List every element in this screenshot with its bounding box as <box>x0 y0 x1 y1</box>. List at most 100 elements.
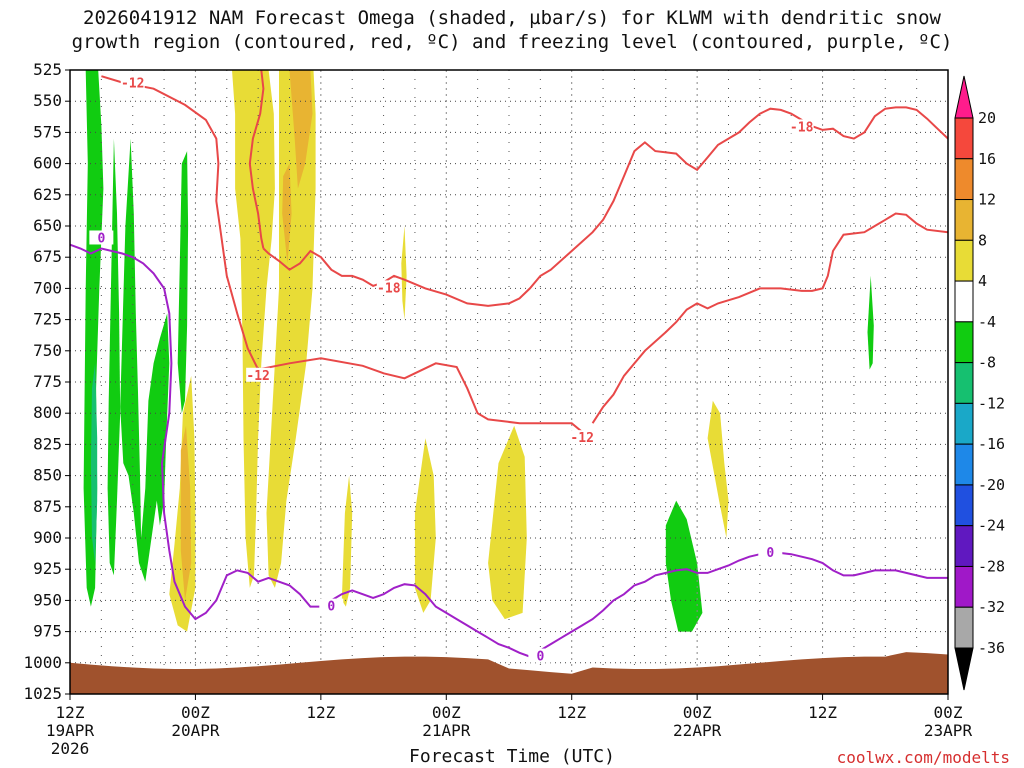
x-tick-label-top-12: 00Z <box>181 703 210 722</box>
y-tick-label-750: 750 <box>33 341 62 360</box>
chart-title: 2026041912 NAM Forecast Omega (shaded, µ… <box>0 6 1024 54</box>
omega-region-1 <box>107 138 121 576</box>
contour-line-2 <box>262 106 948 307</box>
contour-label-2-0: -18 <box>377 281 401 296</box>
contour-label-bg-2-0 <box>376 280 401 295</box>
omega-region-14 <box>707 400 729 538</box>
colorbar-band-5 <box>954 321 974 364</box>
omega-shading <box>83 70 874 632</box>
contours: -12 -12 -12 -18 -18 0 0 0 0 <box>70 70 948 665</box>
contour-label-0-2: -12 <box>570 431 593 446</box>
surface-ground <box>70 652 948 694</box>
x-tick-label-top-24: 12Z <box>306 703 335 722</box>
colorbar-label-10: -24 <box>978 517 1005 535</box>
grid <box>70 69 948 695</box>
omega-region-13 <box>488 425 527 620</box>
colorbar-label-2: 12 <box>978 191 996 209</box>
contour-label-4-2: 0 <box>536 650 544 665</box>
colorbar-band-4 <box>954 280 974 323</box>
y-tick-label-825: 825 <box>33 434 62 453</box>
colorbar-label-11: -28 <box>978 557 1005 575</box>
omega-region-0 <box>83 70 104 607</box>
contour-label-0-1: -12 <box>246 369 269 384</box>
y-tick-label-925: 925 <box>33 559 62 578</box>
y-tick-label-875: 875 <box>33 497 62 516</box>
omega-region-10 <box>341 475 353 607</box>
colorbar-label-3: 8 <box>978 231 987 249</box>
y-tick-label-575: 575 <box>33 122 62 141</box>
omega-region-11 <box>401 226 407 320</box>
contour-label-4-0: 0 <box>97 231 105 246</box>
y-tick-label-725: 725 <box>33 310 62 329</box>
contour-label-4-3: 0 <box>766 546 774 561</box>
y-tick-label-1000: 1000 <box>23 653 62 672</box>
contour-label-bg-4-3 <box>758 544 783 559</box>
omega-region-16 <box>282 163 292 264</box>
contour-label-bg-2-1 <box>789 119 814 134</box>
omega-region-2 <box>120 138 170 582</box>
colorbar-label-9: -20 <box>978 476 1005 494</box>
contour-label-4-1: 0 <box>327 600 335 615</box>
y-tick-label-1025: 1025 <box>23 684 62 703</box>
colorbar-label-6: -8 <box>978 354 996 372</box>
colorbar-bottom-arrow <box>954 647 974 691</box>
colorbar-band-3 <box>954 239 974 282</box>
colorbar-label-5: -4 <box>978 313 996 331</box>
x-tick-label-mid-12: 20APR <box>171 721 220 740</box>
y-tick-label-600: 600 <box>33 154 62 173</box>
colorbar-label-7: -12 <box>978 394 1005 412</box>
x-tick-label-top-72: 12Z <box>808 703 837 722</box>
contour-line-0 <box>101 75 594 440</box>
colorbar-band-1 <box>954 158 974 201</box>
colorbar-band-8 <box>954 443 974 486</box>
colorbar-label-0: 20 <box>978 109 996 127</box>
title-line-1: 2026041912 NAM Forecast Omega (shaded, µ… <box>83 7 941 29</box>
colorbar-band-11 <box>954 565 974 608</box>
y-tick-label-525: 525 <box>33 60 62 79</box>
x-tick-label-top-36: 00Z <box>432 703 461 722</box>
colorbar-band-10 <box>954 525 974 567</box>
contour-label-bg-0-0 <box>120 75 145 90</box>
contour-label-0-0: -12 <box>121 77 144 92</box>
contour-label-bg-4-2 <box>528 648 553 663</box>
omega-region-7 <box>232 70 275 588</box>
omega-region-5 <box>867 275 874 370</box>
y-tick-label-775: 775 <box>33 372 62 391</box>
colorbar-band-7 <box>954 402 974 445</box>
omega-region-3 <box>177 151 189 414</box>
colorbar-band-0 <box>954 117 974 160</box>
omega-region-17 <box>180 425 192 601</box>
title-line-2: growth region (contoured, red, ºC) and f… <box>71 31 953 53</box>
colorbar-label-4: 4 <box>978 272 987 290</box>
x-tick-label-top-0: 12Z <box>56 703 85 722</box>
omega-region-8 <box>266 70 316 588</box>
y-tick-label-700: 700 <box>33 278 62 297</box>
y-tick-label-950: 950 <box>33 590 62 609</box>
contour-label-bg-0-1 <box>246 367 271 382</box>
x-tick-label-top-60: 00Z <box>683 703 712 722</box>
x-tick-label-mid-60: 22APR <box>673 721 722 740</box>
contour-line-1 <box>591 212 948 424</box>
x-tick-label-top-48: 12Z <box>557 703 586 722</box>
colorbar-label-13: -36 <box>978 639 1005 657</box>
contour-line-4 <box>70 243 948 658</box>
y-tick-label-675: 675 <box>33 247 62 266</box>
contour-label-bg-0-2 <box>570 430 595 445</box>
colorbar-band-6 <box>954 362 974 404</box>
contour-label-2-1: -18 <box>790 120 814 135</box>
y-tick-label-625: 625 <box>33 185 62 204</box>
ground <box>70 652 948 694</box>
x-tick-label-bot-0: 2026 <box>51 739 90 758</box>
contour-label-bg-4-1 <box>319 598 344 613</box>
colorbar-label-12: -32 <box>978 598 1005 616</box>
y-axis: 525 550 575 600 625 650 675 700 725 750 775 800 825 8… <box>23 60 70 703</box>
y-tick-label-900: 900 <box>33 528 62 547</box>
colorbar-band-2 <box>954 199 974 241</box>
x-tick-label-mid-84: 23APR <box>924 721 973 740</box>
x-axis-label: Forecast Time (UTC) <box>409 746 615 767</box>
x-tick-label-mid-0: 19APR <box>46 721 95 740</box>
colorbar-top-arrow <box>954 75 974 119</box>
colorbar-band-12 <box>954 606 974 649</box>
